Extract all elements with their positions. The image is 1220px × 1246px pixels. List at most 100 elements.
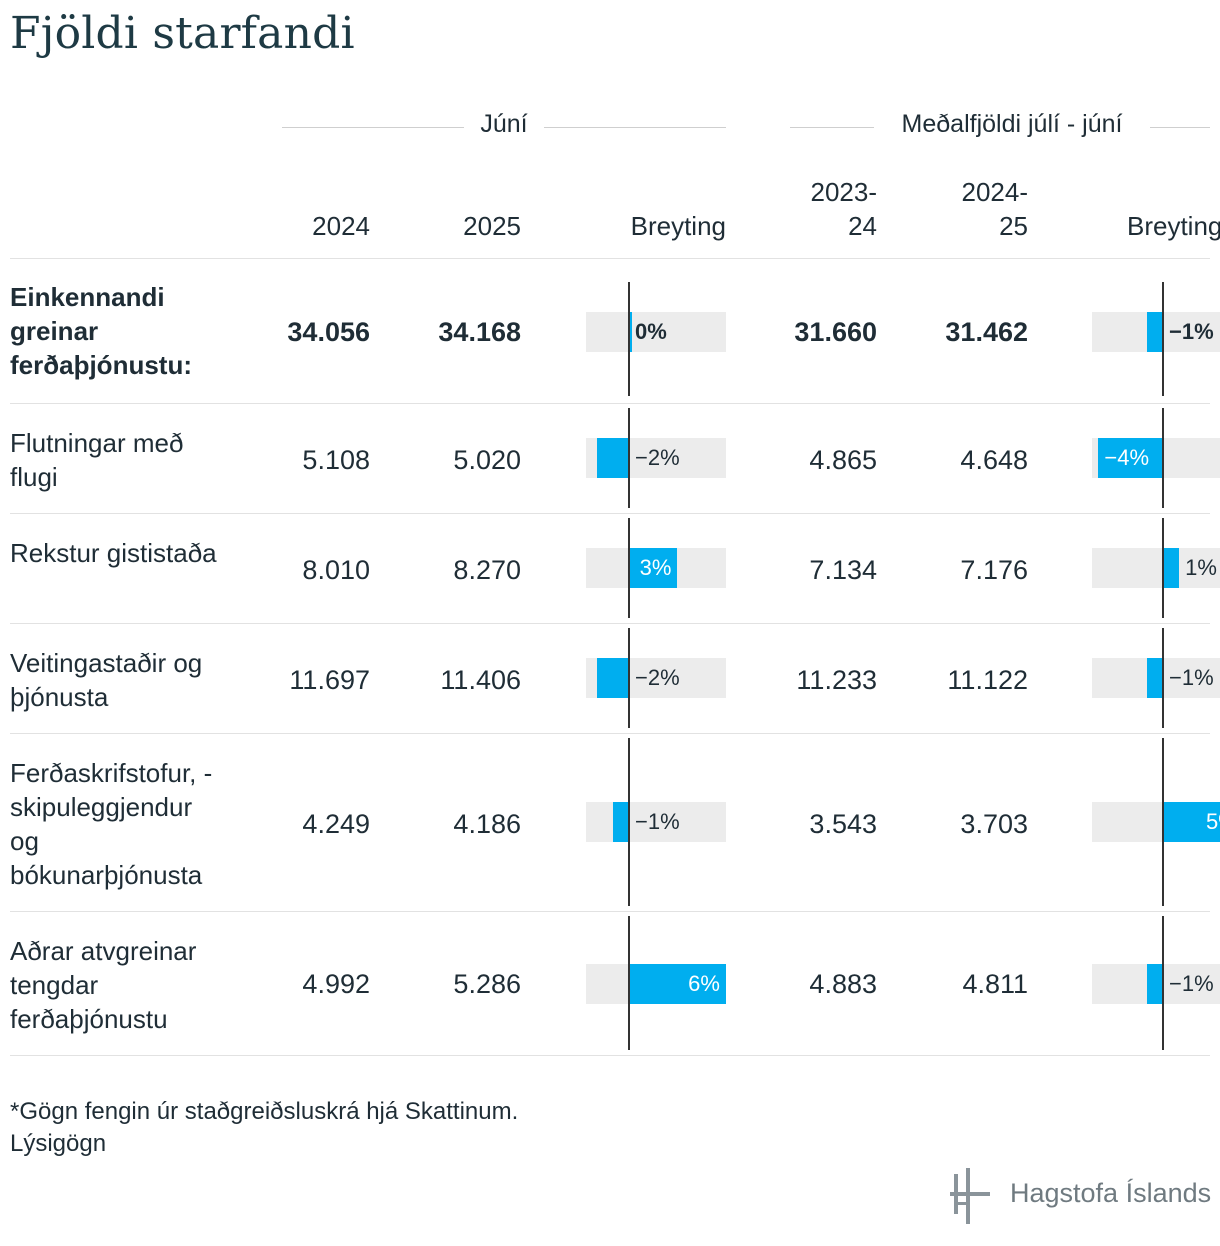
avg-change-chart: −1%: [1092, 916, 1220, 1050]
zero-axis: [628, 738, 630, 906]
june-change-chart: 0%: [586, 282, 726, 396]
change-bar: [612, 802, 629, 842]
zero-axis: [1162, 628, 1164, 728]
zero-axis: [1162, 738, 1164, 906]
row-divider: [10, 1055, 1210, 1056]
avg-change-chart: −4%: [1092, 408, 1220, 508]
cell-avg-2023-24: 7.134: [809, 555, 877, 585]
row-label: Flutningar með flugi: [10, 428, 184, 492]
row-label: Veitingastaðir og þjónusta: [10, 648, 203, 712]
change-bar: [1098, 438, 1163, 478]
change-bar: [1163, 548, 1180, 588]
change-label: −4%: [1104, 445, 1150, 470]
cell-june-2024: 4.249: [302, 809, 370, 839]
cell-june-2025: 11.406: [440, 665, 521, 695]
cell-avg-2024-25: 11.122: [947, 665, 1028, 695]
cell-june-2025: 34.168: [438, 317, 521, 347]
metadata-link[interactable]: Lýsigögn: [10, 1130, 107, 1157]
june-change-chart: 6%: [586, 916, 726, 1050]
zero-axis: [628, 916, 630, 1050]
change-label: −2%: [635, 665, 680, 690]
zero-axis: [1162, 408, 1164, 508]
change-label: 5%: [1205, 809, 1220, 834]
change-bar: [1146, 964, 1163, 1004]
row-divider: [10, 403, 1210, 404]
cell-avg-2023-24: 31.660: [794, 317, 877, 347]
june-change-chart: 3%: [586, 518, 726, 618]
cell-june-2024: 4.992: [302, 969, 370, 999]
change-label: −1%: [1169, 319, 1214, 344]
cell-june-2024: 8.010: [302, 555, 370, 585]
group-label-june: Júní: [480, 110, 528, 138]
group-label-average: Meðalfjöldi júlí - júní: [901, 110, 1123, 138]
avg-change-chart: 5%: [1092, 738, 1220, 906]
row-divider: [10, 623, 1210, 624]
change-bar: [596, 438, 629, 478]
col-header-avg-2023-24: 2023- 24: [810, 177, 878, 241]
change-bar: [629, 312, 632, 352]
change-bar: [596, 658, 629, 698]
change-label: −1%: [1169, 665, 1214, 690]
cell-june-2024: 11.697: [289, 665, 370, 695]
cell-june-2025: 5.286: [453, 969, 521, 999]
cell-june-2024: 34.056: [287, 317, 370, 347]
logo-text: Hagstofa Íslands: [1010, 1178, 1212, 1208]
row-label: Einkennandi greinar ferðaþjónustu:: [10, 282, 192, 380]
row-label: Ferðaskrifstofur, -skipuleggjendur og bó…: [10, 758, 213, 890]
row-divider: [10, 513, 1210, 514]
change-label: 0%: [635, 319, 667, 344]
zero-axis: [1162, 282, 1164, 396]
change-label: 1%: [1185, 555, 1217, 580]
avg-change-chart: −1%: [1092, 628, 1220, 728]
footnote-source: *Gögn fengin úr staðgreiðsluskrá hjá Ska…: [10, 1098, 519, 1125]
col-header-avg-2024-25: 2024- 25: [961, 177, 1029, 241]
avg-change-chart: −1%: [1092, 282, 1220, 396]
cell-avg-2024-25: 7.176: [960, 555, 1028, 585]
col-header-avg-change: Breyting: [1127, 211, 1220, 241]
zero-axis: [1162, 518, 1164, 618]
header-divider: [10, 258, 1210, 259]
cell-avg-2024-25: 31.462: [945, 317, 1028, 347]
cell-avg-2024-25: 3.703: [960, 809, 1028, 839]
cell-june-2025: 4.186: [453, 809, 521, 839]
bar-track: [586, 802, 726, 842]
col-header-june-2025: 2025: [463, 211, 521, 241]
change-bar: [629, 964, 726, 1004]
change-bar: [1163, 802, 1220, 842]
zero-axis: [628, 282, 630, 396]
avg-change-chart: 1%: [1092, 518, 1220, 618]
change-bar: [629, 548, 678, 588]
change-label: −1%: [1169, 971, 1214, 996]
row-divider: [10, 911, 1210, 912]
bar-track: [1092, 548, 1220, 588]
cell-avg-2023-24: 4.883: [809, 969, 877, 999]
june-change-chart: −2%: [586, 408, 726, 508]
cell-june-2024: 5.108: [302, 445, 370, 475]
row-label: Aðrar atvgreinar tengdar ferðaþjónustu: [10, 936, 197, 1034]
zero-axis: [628, 408, 630, 508]
change-bar: [1146, 658, 1163, 698]
row-divider: [10, 733, 1210, 734]
cell-avg-2023-24: 3.543: [809, 809, 877, 839]
footnote: *Gögn fengin úr staðgreiðsluskrá hjá Ska…: [10, 1096, 518, 1160]
change-label: 6%: [688, 971, 720, 996]
zero-axis: [1162, 916, 1164, 1050]
zero-axis: [628, 518, 630, 618]
change-bar: [1146, 312, 1163, 352]
hagstofa-logo: Hagstofa Íslands: [950, 1168, 1212, 1224]
zero-axis: [628, 628, 630, 728]
group-header-june: Júní: [282, 110, 726, 144]
cell-avg-2024-25: 4.811: [962, 969, 1028, 999]
cell-avg-2023-24: 11.233: [796, 665, 877, 695]
june-change-chart: −1%: [586, 738, 726, 906]
cell-june-2025: 8.270: [453, 555, 521, 585]
row-label: Rekstur gististaða: [10, 538, 217, 568]
change-label: −2%: [635, 445, 680, 470]
cell-june-2025: 5.020: [453, 445, 521, 475]
cell-avg-2023-24: 4.865: [809, 445, 877, 475]
col-header-june-2024: 2024: [312, 211, 370, 241]
june-change-chart: −2%: [586, 628, 726, 728]
hagstofa-logo-icon: [950, 1168, 990, 1224]
cell-avg-2024-25: 4.648: [960, 445, 1028, 475]
change-label: −1%: [635, 809, 680, 834]
